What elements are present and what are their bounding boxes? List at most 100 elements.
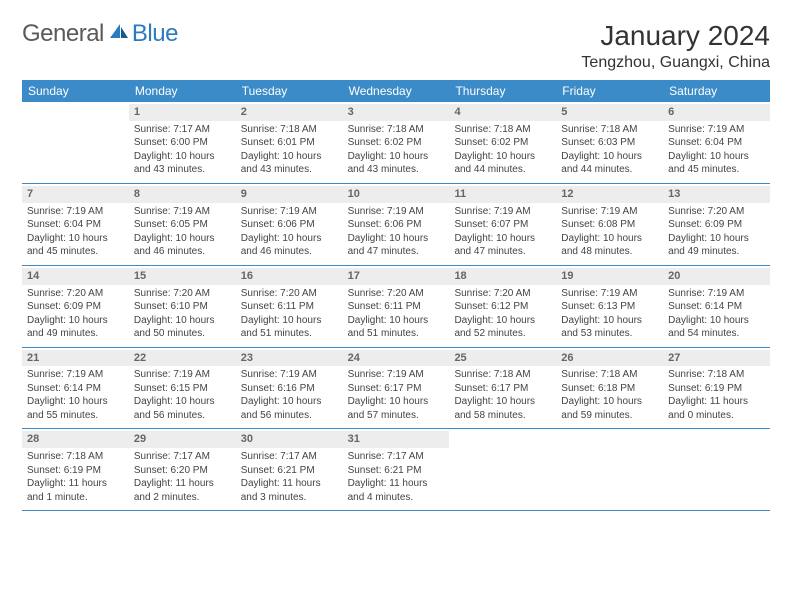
calendar-day: 25Sunrise: 7:18 AMSunset: 6:17 PMDayligh… — [449, 348, 556, 429]
logo-text-blue: Blue — [132, 20, 178, 48]
calendar-day: 23Sunrise: 7:19 AMSunset: 6:16 PMDayligh… — [236, 348, 343, 429]
sunrise-text: Sunrise: 7:20 AM — [348, 287, 445, 301]
calendar-day — [449, 429, 556, 510]
sunrise-text: Sunrise: 7:19 AM — [27, 205, 124, 219]
sunset-text: Sunset: 6:20 PM — [134, 464, 231, 478]
day-number: 13 — [668, 188, 680, 200]
calendar-week: 7Sunrise: 7:19 AMSunset: 6:04 PMDaylight… — [22, 184, 770, 266]
day-number-row: 20 — [663, 268, 770, 285]
sunset-text: Sunset: 6:00 PM — [134, 136, 231, 150]
day-number: 25 — [454, 352, 466, 364]
sunset-text: Sunset: 6:21 PM — [241, 464, 338, 478]
day-number: 29 — [134, 433, 146, 445]
calendar-day: 30Sunrise: 7:17 AMSunset: 6:21 PMDayligh… — [236, 429, 343, 510]
daylight-text: Daylight: 10 hours and 54 minutes. — [668, 314, 765, 341]
day-number-row: 28 — [22, 431, 129, 448]
sunset-text: Sunset: 6:06 PM — [241, 218, 338, 232]
sunrise-text: Sunrise: 7:19 AM — [134, 368, 231, 382]
sunset-text: Sunset: 6:15 PM — [134, 382, 231, 396]
day-number-row: 13 — [663, 186, 770, 203]
location: Tengzhou, Guangxi, China — [581, 54, 770, 72]
daylight-text: Daylight: 11 hours and 1 minute. — [27, 477, 124, 504]
day-number-row: 23 — [236, 350, 343, 367]
sunrise-text: Sunrise: 7:17 AM — [134, 450, 231, 464]
day-number-row: 2 — [236, 104, 343, 121]
title-block: January 2024 Tengzhou, Guangxi, China — [581, 20, 770, 72]
sunset-text: Sunset: 6:13 PM — [561, 300, 658, 314]
day-number: 16 — [241, 270, 253, 282]
logo-text-general: General — [22, 20, 104, 48]
weekday-header-row: SundayMondayTuesdayWednesdayThursdayFrid… — [22, 80, 770, 102]
day-number-row: 27 — [663, 350, 770, 367]
day-number-row: 5 — [556, 104, 663, 121]
calendar-day: 21Sunrise: 7:19 AMSunset: 6:14 PMDayligh… — [22, 348, 129, 429]
calendar-week: 28Sunrise: 7:18 AMSunset: 6:19 PMDayligh… — [22, 429, 770, 511]
day-number-row: 7 — [22, 186, 129, 203]
calendar-day: 20Sunrise: 7:19 AMSunset: 6:14 PMDayligh… — [663, 266, 770, 347]
daylight-text: Daylight: 10 hours and 49 minutes. — [27, 314, 124, 341]
daylight-text: Daylight: 10 hours and 53 minutes. — [561, 314, 658, 341]
day-number: 10 — [348, 188, 360, 200]
calendar-day: 26Sunrise: 7:18 AMSunset: 6:18 PMDayligh… — [556, 348, 663, 429]
sunset-text: Sunset: 6:05 PM — [134, 218, 231, 232]
day-number-row: 29 — [129, 431, 236, 448]
calendar-day: 11Sunrise: 7:19 AMSunset: 6:07 PMDayligh… — [449, 184, 556, 265]
calendar-day: 3Sunrise: 7:18 AMSunset: 6:02 PMDaylight… — [343, 102, 450, 183]
day-number-row: 9 — [236, 186, 343, 203]
day-number: 27 — [668, 352, 680, 364]
sunrise-text: Sunrise: 7:19 AM — [348, 368, 445, 382]
calendar-day: 14Sunrise: 7:20 AMSunset: 6:09 PMDayligh… — [22, 266, 129, 347]
sunrise-text: Sunrise: 7:19 AM — [561, 205, 658, 219]
sunset-text: Sunset: 6:02 PM — [454, 136, 551, 150]
daylight-text: Daylight: 10 hours and 59 minutes. — [561, 395, 658, 422]
calendar-day: 28Sunrise: 7:18 AMSunset: 6:19 PMDayligh… — [22, 429, 129, 510]
sunset-text: Sunset: 6:19 PM — [668, 382, 765, 396]
sunrise-text: Sunrise: 7:20 AM — [668, 205, 765, 219]
daylight-text: Daylight: 10 hours and 46 minutes. — [241, 232, 338, 259]
calendar-day — [663, 429, 770, 510]
calendar-week: 21Sunrise: 7:19 AMSunset: 6:14 PMDayligh… — [22, 348, 770, 430]
day-number: 23 — [241, 352, 253, 364]
daylight-text: Daylight: 10 hours and 47 minutes. — [348, 232, 445, 259]
calendar-day: 24Sunrise: 7:19 AMSunset: 6:17 PMDayligh… — [343, 348, 450, 429]
sunset-text: Sunset: 6:06 PM — [348, 218, 445, 232]
day-number: 17 — [348, 270, 360, 282]
sunrise-text: Sunrise: 7:19 AM — [348, 205, 445, 219]
sunset-text: Sunset: 6:12 PM — [454, 300, 551, 314]
daylight-text: Daylight: 10 hours and 51 minutes. — [348, 314, 445, 341]
day-number-row: 16 — [236, 268, 343, 285]
sunrise-text: Sunrise: 7:18 AM — [561, 368, 658, 382]
sunset-text: Sunset: 6:11 PM — [241, 300, 338, 314]
calendar-day: 1Sunrise: 7:17 AMSunset: 6:00 PMDaylight… — [129, 102, 236, 183]
day-number: 28 — [27, 433, 39, 445]
sunset-text: Sunset: 6:03 PM — [561, 136, 658, 150]
sunrise-text: Sunrise: 7:18 AM — [561, 123, 658, 137]
sunrise-text: Sunrise: 7:18 AM — [348, 123, 445, 137]
day-number-row: 21 — [22, 350, 129, 367]
sunrise-text: Sunrise: 7:18 AM — [668, 368, 765, 382]
daylight-text: Daylight: 10 hours and 45 minutes. — [668, 150, 765, 177]
daylight-text: Daylight: 10 hours and 47 minutes. — [454, 232, 551, 259]
sunrise-text: Sunrise: 7:18 AM — [27, 450, 124, 464]
day-number-row: 14 — [22, 268, 129, 285]
daylight-text: Daylight: 11 hours and 2 minutes. — [134, 477, 231, 504]
sunset-text: Sunset: 6:02 PM — [348, 136, 445, 150]
day-number: 12 — [561, 188, 573, 200]
sunset-text: Sunset: 6:14 PM — [668, 300, 765, 314]
sunset-text: Sunset: 6:16 PM — [241, 382, 338, 396]
calendar-day: 2Sunrise: 7:18 AMSunset: 6:01 PMDaylight… — [236, 102, 343, 183]
calendar: SundayMondayTuesdayWednesdayThursdayFrid… — [22, 80, 770, 511]
sunset-text: Sunset: 6:04 PM — [668, 136, 765, 150]
sunset-text: Sunset: 6:07 PM — [454, 218, 551, 232]
day-number: 18 — [454, 270, 466, 282]
calendar-day — [22, 102, 129, 183]
day-number: 5 — [561, 106, 567, 118]
sunset-text: Sunset: 6:09 PM — [668, 218, 765, 232]
day-number: 14 — [27, 270, 39, 282]
day-number-row: 6 — [663, 104, 770, 121]
calendar-day: 17Sunrise: 7:20 AMSunset: 6:11 PMDayligh… — [343, 266, 450, 347]
calendar-week: 14Sunrise: 7:20 AMSunset: 6:09 PMDayligh… — [22, 266, 770, 348]
calendar-day: 8Sunrise: 7:19 AMSunset: 6:05 PMDaylight… — [129, 184, 236, 265]
sunrise-text: Sunrise: 7:17 AM — [241, 450, 338, 464]
sunset-text: Sunset: 6:01 PM — [241, 136, 338, 150]
